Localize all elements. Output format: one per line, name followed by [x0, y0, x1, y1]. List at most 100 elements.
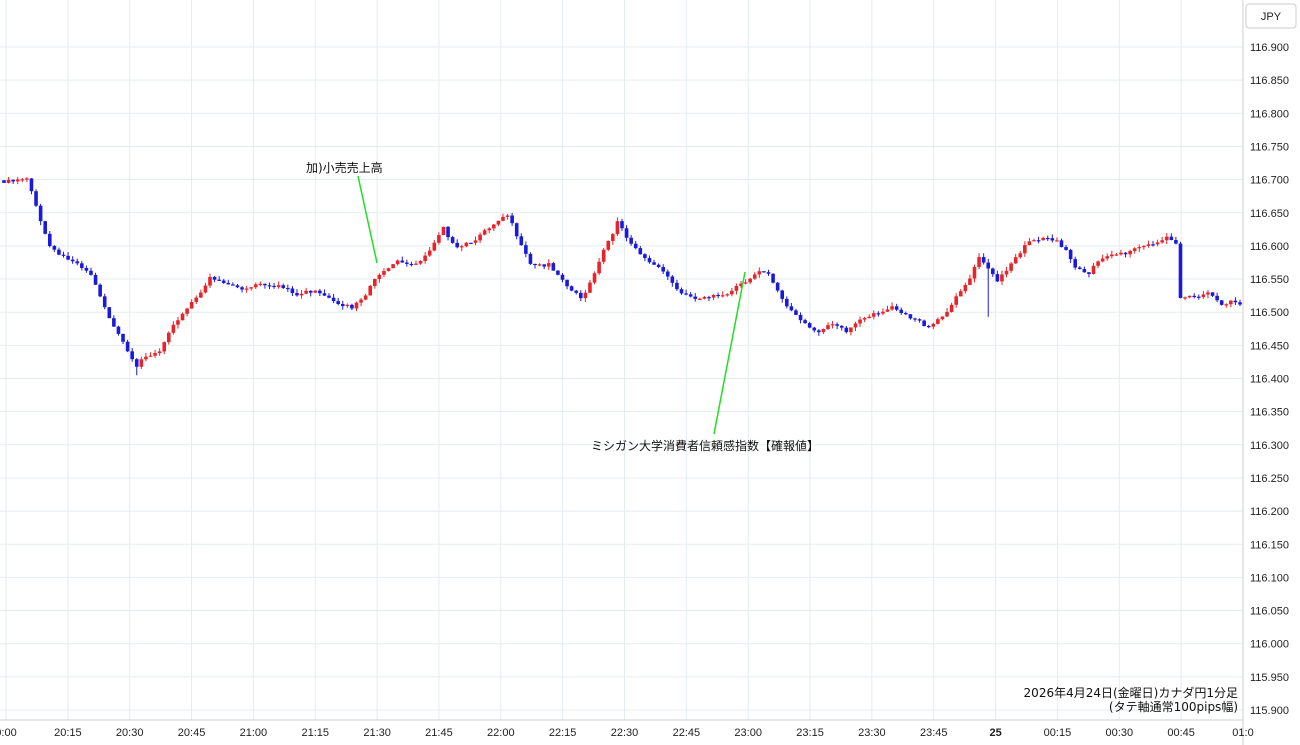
candle-body — [2, 180, 6, 183]
candle-body — [679, 289, 684, 294]
candle-body — [308, 290, 313, 293]
candle-body — [940, 316, 945, 320]
candle-body — [167, 332, 171, 343]
candle-body — [698, 298, 702, 300]
candle-series — [2, 176, 1242, 376]
candle-body — [592, 273, 597, 283]
time-tick-label: 20:15 — [54, 727, 82, 739]
candle-body — [61, 254, 66, 256]
candle-body — [432, 242, 437, 251]
candle-body — [611, 234, 615, 241]
candle-body — [830, 324, 835, 326]
candle-body — [148, 355, 153, 357]
price-tick-label: 116.350 — [1250, 407, 1289, 419]
candle-body — [386, 268, 391, 272]
candle-body — [1142, 245, 1146, 248]
candle-body — [1114, 254, 1119, 256]
annotation-label-michigan: ミシガン大学消費者信頼感指数【確報値】 — [591, 438, 819, 453]
candle-body — [871, 313, 876, 317]
candle-body — [1041, 237, 1045, 241]
candle-body — [574, 290, 579, 293]
candle-body — [221, 280, 226, 283]
candle-body — [1238, 302, 1242, 305]
candle-body — [6, 179, 11, 183]
annotation-retail-sales: 加)小売売上高 — [306, 160, 383, 264]
candle-body — [473, 240, 478, 243]
candle-body — [231, 284, 235, 286]
price-tick-label: 116.500 — [1250, 307, 1289, 319]
candle-body — [427, 250, 432, 256]
candle-body — [1206, 292, 1210, 295]
candle-body — [84, 267, 89, 271]
candle-body — [945, 311, 949, 317]
candle-body — [391, 264, 395, 269]
candle-body — [1219, 300, 1224, 305]
price-tick-label: 116.250 — [1250, 473, 1289, 485]
candle-body — [130, 351, 134, 360]
candle-body — [139, 359, 144, 367]
candle-body — [1137, 247, 1142, 249]
candle-body — [1055, 240, 1059, 242]
candle-body — [551, 263, 556, 271]
price-tick-label: 116.100 — [1250, 572, 1289, 584]
candle-body — [839, 325, 844, 328]
candle-body — [606, 240, 611, 250]
candle-body — [116, 326, 121, 334]
candle-body — [638, 248, 643, 255]
candle-body — [125, 341, 130, 352]
candle-body — [304, 290, 308, 294]
time-tick-label: 01:0 — [1232, 727, 1253, 739]
candle-body — [290, 288, 295, 294]
candle-body — [1045, 237, 1050, 240]
candle-body — [725, 294, 730, 296]
candle-body — [1160, 240, 1164, 243]
candle-body — [281, 285, 286, 288]
candle-body — [322, 293, 327, 296]
candle-body — [405, 262, 409, 264]
candle-body — [331, 297, 336, 302]
candle-body — [450, 237, 455, 243]
candle-body — [505, 215, 510, 217]
candle-body — [1013, 257, 1018, 264]
price-tick-label: 115.950 — [1250, 672, 1289, 684]
candle-body — [1100, 258, 1105, 262]
candle-body — [991, 268, 995, 275]
candle-body — [629, 237, 633, 244]
candle-body — [785, 298, 789, 307]
candle-body — [1036, 240, 1041, 242]
price-tick-label: 116.700 — [1250, 175, 1289, 187]
chart-caption-line2: (タテ軸通常100pips幅) — [1109, 699, 1238, 714]
candle-body — [748, 278, 752, 283]
candle-body — [826, 325, 830, 329]
chart-caption-line1: 2026年4月24日(金曜日)カナダ円1分足 — [1024, 685, 1238, 700]
candle-body — [1073, 259, 1077, 268]
candle-body — [153, 353, 157, 356]
candle-body — [533, 263, 537, 266]
candle-body — [235, 285, 240, 288]
candle-body — [862, 318, 867, 320]
candle-body — [359, 299, 363, 303]
price-tick-label: 116.800 — [1250, 108, 1289, 120]
candle-body — [812, 327, 817, 331]
candle-body — [162, 342, 167, 352]
candle-body — [1164, 236, 1169, 241]
candle-body — [15, 179, 20, 182]
candle-body — [121, 333, 125, 342]
candle-body — [1229, 300, 1233, 305]
candle-body — [752, 274, 757, 279]
price-tick-label: 116.300 — [1250, 440, 1289, 452]
candle-body — [766, 272, 771, 274]
price-tick-label: 116.850 — [1250, 75, 1289, 87]
candle-body — [876, 313, 881, 315]
price-tick-label: 116.550 — [1250, 274, 1289, 286]
candle-body — [276, 285, 281, 288]
time-tick-label: 00:15 — [1044, 727, 1072, 739]
candle-body — [968, 278, 972, 285]
candle-body — [327, 295, 331, 298]
time-tick-label: 25 — [989, 727, 1001, 739]
candle-body — [803, 320, 807, 324]
candle-body — [98, 284, 102, 297]
candle-body — [688, 294, 693, 297]
annotation-michigan: ミシガン大学消費者信頼感指数【確報値】 — [591, 271, 819, 453]
